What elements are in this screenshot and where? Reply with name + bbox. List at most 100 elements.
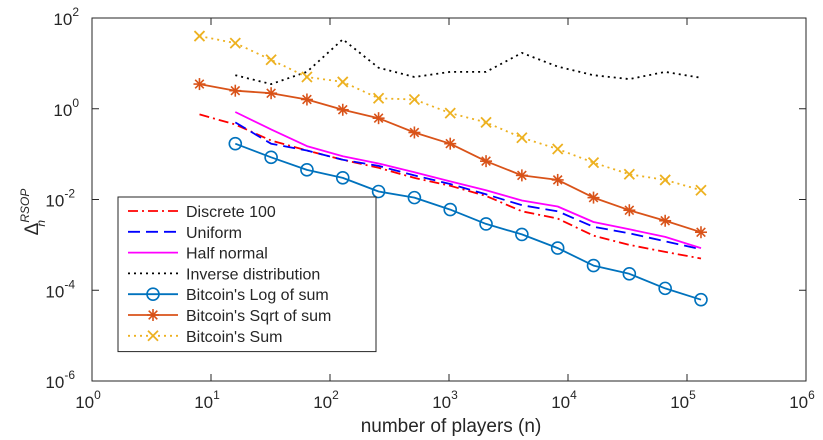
- data-point: [408, 126, 421, 139]
- data-point-stroke: [302, 94, 312, 105]
- data-point: [372, 92, 385, 104]
- legend-marker: [146, 287, 160, 302]
- data-point: [193, 30, 206, 42]
- y-tick-label: 10-2: [45, 187, 75, 211]
- legend-label: Bitcoin's Log of sum: [186, 287, 329, 304]
- data-point-stroke: [552, 143, 564, 155]
- data-point: [623, 168, 635, 180]
- legend-entry: Uniform: [128, 225, 242, 242]
- data-point-stroke: [265, 54, 277, 66]
- series-6: [193, 30, 707, 196]
- legend-marker: [147, 309, 159, 321]
- data-point-stroke: [481, 156, 491, 167]
- data-point-stroke: [480, 116, 492, 129]
- data-point: [659, 214, 672, 227]
- data-point: [551, 173, 564, 186]
- data-point-stroke: [552, 175, 563, 185]
- x-tick-label: 102: [313, 388, 339, 412]
- legend-label: Uniform: [186, 225, 242, 242]
- data-point-stroke: [587, 156, 600, 169]
- series-line: [235, 38, 702, 85]
- legend: Discrete 100 Uniform Half normal Inverse di…: [117, 196, 377, 353]
- ticks-layer: 100 101 102 103 104 105 106 10-6 10-4 10-2 100 102: [45, 5, 815, 412]
- data-point-stroke: [624, 205, 635, 216]
- data-point-stroke: [696, 227, 706, 238]
- legend-box: [117, 196, 377, 353]
- data-point: [407, 190, 422, 205]
- data-point: [659, 174, 671, 186]
- legend-label: Bitcoin's Sum: [186, 329, 282, 346]
- legend-marker-stroke: [148, 310, 158, 320]
- data-point: [515, 169, 528, 182]
- data-point: [444, 107, 456, 119]
- y-tick-label: 100: [53, 96, 79, 120]
- data-point-stroke: [660, 215, 671, 226]
- x-tick-label: 100: [75, 388, 101, 412]
- legend-label: Bitcoin's Sqrt of sum: [186, 308, 331, 325]
- data-point: [264, 150, 278, 165]
- data-point-stroke: [193, 30, 206, 42]
- series-5: [193, 78, 707, 239]
- y-tick-label: 102: [53, 5, 79, 29]
- data-point: [623, 204, 636, 217]
- legend-marker-stroke: [147, 330, 159, 342]
- data-point: [515, 227, 529, 242]
- series-4: [228, 136, 708, 307]
- data-point: [337, 76, 349, 88]
- series-3: [235, 38, 702, 85]
- data-point-stroke: [444, 107, 456, 119]
- series-line: [234, 111, 702, 249]
- legend-entry: Bitcoin's Log of sum: [128, 287, 329, 304]
- data-point: [658, 281, 672, 296]
- y-axis-label: ΔRSOPn: [18, 189, 48, 236]
- data-point: [443, 202, 458, 217]
- data-point-stroke: [373, 113, 384, 124]
- data-point: [586, 258, 601, 273]
- series-line: [199, 113, 702, 260]
- data-point-stroke: [516, 132, 528, 144]
- x-tick-label: 101: [194, 388, 220, 412]
- data-point: [408, 93, 421, 106]
- series-1: [234, 121, 702, 251]
- data-point-stroke: [623, 168, 635, 180]
- y-axis-label-sub: n: [34, 220, 48, 227]
- data-point: [552, 143, 564, 155]
- series-line: [234, 121, 702, 251]
- legend-marker: [147, 330, 159, 342]
- legend-entry: Discrete 100: [128, 204, 276, 221]
- data-point: [371, 184, 386, 199]
- data-point: [480, 116, 492, 129]
- legend-label: Discrete 100: [186, 204, 276, 221]
- data-point: [336, 103, 349, 116]
- data-point-stroke: [337, 104, 348, 115]
- data-point-stroke: [372, 92, 385, 104]
- series-0: [199, 113, 702, 260]
- series-2: [234, 111, 702, 249]
- y-axis-label-base: Δ: [22, 222, 43, 235]
- data-point: [480, 155, 493, 168]
- data-point: [229, 84, 242, 97]
- legend-label: Inverse distribution: [186, 266, 320, 283]
- y-tick-label: 10-4: [45, 277, 75, 301]
- data-point: [694, 226, 707, 239]
- legend-entry: Bitcoin's Sqrt of sum: [128, 308, 331, 325]
- x-tick-label: 106: [789, 388, 815, 412]
- legend-entry: Half normal: [128, 246, 268, 263]
- data-point-stroke: [659, 174, 671, 186]
- data-point-stroke: [408, 93, 421, 106]
- data-point-stroke: [695, 184, 707, 196]
- data-point: [372, 112, 385, 125]
- data-point-stroke: [445, 138, 456, 149]
- data-point: [444, 137, 457, 150]
- legend-entry: Inverse distribution: [128, 266, 320, 283]
- y-tick-label: 10-6: [45, 368, 75, 392]
- data-point: [265, 54, 277, 66]
- x-tick-label: 105: [670, 388, 696, 412]
- data-point: [300, 93, 313, 106]
- data-point: [622, 267, 637, 281]
- data-point-stroke: [409, 127, 420, 138]
- data-point: [300, 163, 314, 177]
- data-point-stroke: [588, 192, 599, 203]
- data-point-stroke: [229, 37, 241, 49]
